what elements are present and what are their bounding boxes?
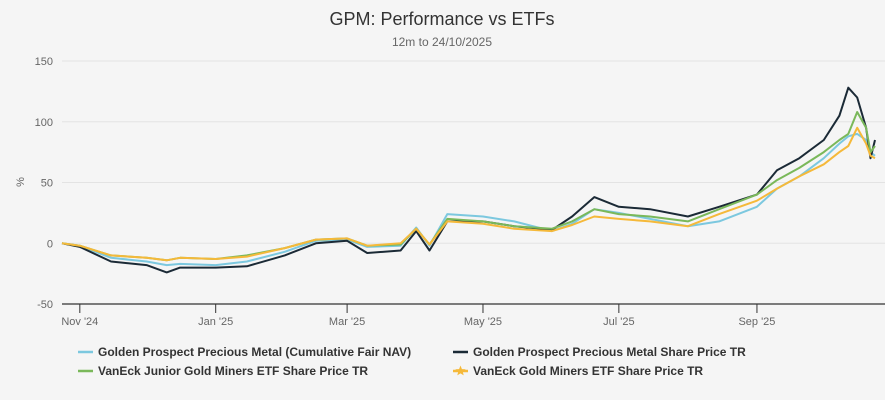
y-tick-label: 150 bbox=[35, 56, 53, 68]
legend-item[interactable]: VanEck Junior Gold Miners ETF Share Pric… bbox=[78, 364, 368, 378]
x-tick-label: Sep '25 bbox=[738, 316, 775, 328]
star-marker-icon bbox=[455, 365, 466, 376]
chart-title: GPM: Performance vs ETFs bbox=[329, 9, 554, 29]
y-axis-label: % bbox=[15, 177, 27, 187]
series-line-0 bbox=[61, 132, 876, 267]
series-line-2 bbox=[61, 111, 876, 262]
legend-label: VanEck Gold Miners ETF Share Price TR bbox=[473, 364, 703, 378]
legend-label: VanEck Junior Gold Miners ETF Share Pric… bbox=[98, 364, 368, 378]
y-tick-label: 0 bbox=[47, 238, 53, 250]
x-tick-label: Jan '25 bbox=[198, 316, 233, 328]
series-line-1 bbox=[61, 86, 876, 274]
legend-label: Golden Prospect Precious Metal Share Pri… bbox=[473, 345, 746, 359]
legend-label: Golden Prospect Precious Metal (Cumulati… bbox=[98, 345, 411, 359]
legend-item[interactable]: VanEck Gold Miners ETF Share Price TR bbox=[453, 364, 703, 378]
x-tick-label: Nov '24 bbox=[61, 316, 98, 328]
y-tick-label: 100 bbox=[35, 117, 53, 129]
chart-subtitle: 12m to 24/10/2025 bbox=[392, 35, 492, 49]
y-tick-label: -50 bbox=[37, 299, 53, 311]
legend-item[interactable]: Golden Prospect Precious Metal Share Pri… bbox=[453, 345, 746, 359]
x-tick-label: May '25 bbox=[464, 316, 502, 328]
x-tick-label: Mar '25 bbox=[329, 316, 365, 328]
x-tick-label: Jul '25 bbox=[603, 316, 634, 328]
y-tick-label: 50 bbox=[41, 178, 53, 190]
legend-item[interactable]: Golden Prospect Precious Metal (Cumulati… bbox=[78, 345, 411, 359]
series-line-3 bbox=[61, 126, 876, 262]
